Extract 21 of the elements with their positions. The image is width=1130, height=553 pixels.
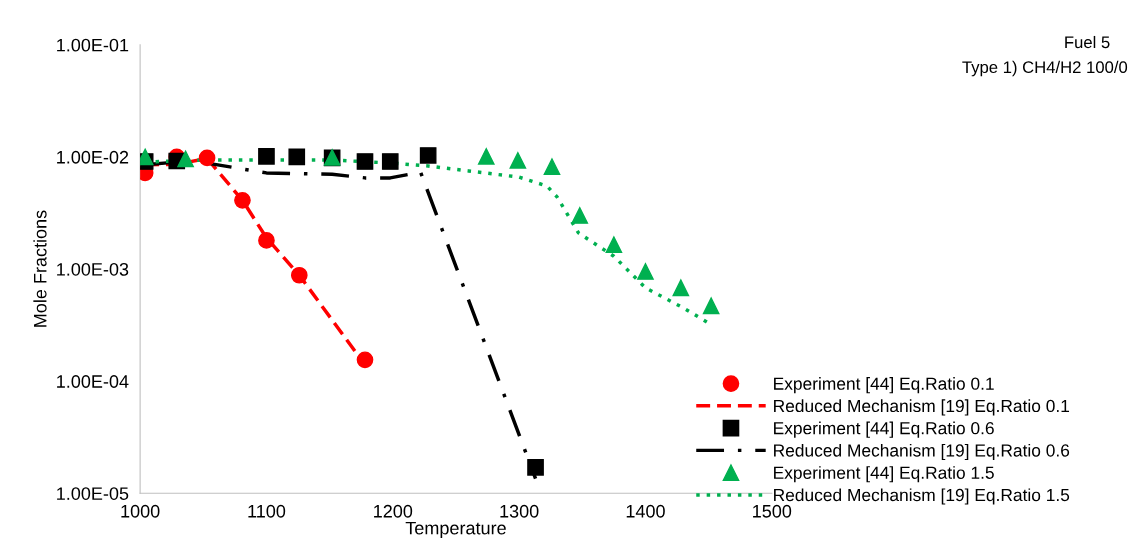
y-tick-label: 1.00E-01	[57, 38, 129, 52]
x-tick-label: 1400	[626, 504, 665, 518]
x-tick-label: 1000	[121, 504, 160, 518]
legend-label: Reduced Mechanism [19] Eq.Ratio 1.5	[774, 488, 1070, 505]
text: Fuel 5	[1065, 35, 1110, 49]
text: Type 1) CH4/H2 100/0	[962, 60, 1128, 77]
x-tick-label: 1200	[374, 504, 413, 518]
y-tick-label: 1.00E-03	[57, 262, 129, 276]
y-tick-label: 1.00E-05	[57, 487, 129, 500]
legend-label: Experiment [44] Eq.Ratio 0.1	[774, 377, 994, 394]
legend-label: Experiment [44] Eq.Ratio 0.6	[774, 421, 994, 438]
x-axis-title: Temperature	[405, 521, 506, 539]
y-tick-label: 1.00E-02	[57, 150, 129, 164]
x-tick-label: 1300	[500, 504, 539, 518]
x-tick-label: 1100	[248, 504, 286, 518]
y-axis-title: Mole Fractions	[33, 210, 47, 327]
x-tick-label: 1500	[753, 504, 792, 518]
legend-label: Experiment [44] Eq.Ratio 1.5	[774, 466, 994, 483]
legend-label: Reduced Mechanism [19] Eq.Ratio 0.1	[774, 399, 1070, 416]
y-tick-label: 1.00E-04	[57, 375, 129, 388]
legend-label: Reduced Mechanism [19] Eq.Ratio 0.6	[774, 443, 1070, 461]
